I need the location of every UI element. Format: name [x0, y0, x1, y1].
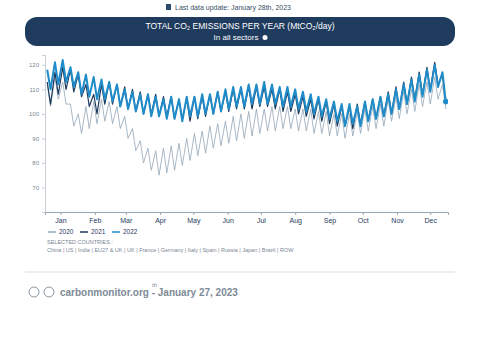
x-tick-label: Feb	[89, 217, 101, 224]
y-tick: 80	[32, 160, 45, 166]
x-tick: Dec	[425, 212, 438, 224]
x-tick-label: Oct	[358, 217, 369, 224]
y-tick: 90	[32, 136, 45, 142]
x-tick-label: Aug	[289, 217, 302, 225]
legend-label: 2022	[123, 228, 138, 235]
y-tick-label: 110	[29, 87, 39, 93]
y-tick-mark	[42, 89, 45, 90]
legend-label: 2021	[91, 228, 106, 235]
x-tick-label: Sep	[324, 217, 337, 225]
x-tick-mark	[228, 212, 229, 215]
y-tick-label: 70	[32, 185, 39, 191]
y-tick-label: 120	[29, 62, 40, 68]
y-tick-mark	[42, 65, 45, 66]
x-tick: Aug	[289, 212, 302, 225]
x-tick-label: May	[187, 217, 201, 225]
x-tick-mark	[61, 212, 62, 215]
x-tick: Feb	[89, 212, 101, 224]
x-tick-label: Jul	[257, 217, 266, 224]
x-tick: Mar	[120, 212, 133, 224]
annotation: SELECTED COUNTRIES :	[47, 239, 113, 245]
x-tick: Jan	[55, 212, 66, 224]
series-line	[47, 60, 446, 126]
x-tick-mark	[261, 212, 262, 215]
x-tick-label: Jan	[55, 217, 66, 224]
legend-swatch	[48, 231, 56, 233]
header: Last data update: January 28th, 2023	[175, 4, 291, 12]
chart: Last data update: January 28th, 2023 TOTA…	[0, 0, 480, 339]
y-tick: 120	[29, 62, 45, 68]
x-tick-mark	[193, 212, 194, 215]
x-tick: Jul	[257, 212, 266, 224]
y-tick-label: 90	[32, 136, 39, 142]
footer: carbonmonitor.org - January 27, 2023	[60, 287, 238, 298]
y-tick-label: 80	[32, 160, 39, 166]
x-tick-mark	[430, 212, 431, 215]
legend-label: 2020	[59, 228, 74, 235]
x-tick: Jun	[223, 212, 234, 224]
x-tick-mark	[295, 212, 296, 215]
footer-rule	[25, 272, 455, 273]
y-tick: 110	[29, 87, 45, 93]
x-axis: Jan Feb Mar Apr May Jun Jul Aug Sep Oct Nov Dec	[46, 212, 449, 225]
y-tick: 100	[29, 111, 45, 117]
license-icon	[44, 287, 54, 297]
x-tick: Nov	[391, 212, 404, 224]
y-tick-mark	[42, 163, 45, 164]
x-tick: Sep	[324, 212, 337, 225]
y-tick: 70	[32, 185, 45, 191]
end-marker	[443, 99, 448, 105]
title: TOTAL CO₂ EMISSIONS PER YEAR (MtCO₂/day)	[145, 21, 334, 31]
x-tick-label: Dec	[425, 217, 438, 224]
subtitle: In all sectors	[214, 33, 259, 42]
x-tick-label: Jun	[223, 217, 234, 224]
calendar-icon	[166, 4, 171, 10]
legend-swatch	[80, 231, 88, 233]
annotation: China | US | India | EU27 & UK | UK | Fr…	[47, 247, 294, 253]
x-tick-mark	[126, 212, 127, 215]
x-tick-mark	[397, 212, 398, 215]
y-tick-mark	[42, 187, 45, 188]
x-tick-label: Apr	[155, 217, 167, 225]
x-tick: May	[187, 212, 201, 225]
x-tick-label: Mar	[120, 217, 133, 224]
y-axis: 70 80 90 100 110 120	[29, 56, 46, 213]
license-icon	[29, 287, 39, 297]
info-icon	[263, 35, 268, 40]
x-tick-mark	[363, 212, 364, 215]
plot-area	[47, 60, 448, 175]
y-tick-mark	[42, 138, 45, 139]
legend: 2020 2021 2022	[48, 228, 138, 235]
y-tick-mark	[42, 114, 45, 115]
footer-superscript: th	[152, 282, 157, 288]
x-tick-mark	[160, 212, 161, 215]
x-axis-line	[46, 213, 449, 216]
x-tick: Apr	[155, 212, 167, 225]
x-tick-mark	[330, 212, 331, 215]
x-tick: Oct	[358, 212, 369, 224]
x-tick-label: Nov	[391, 217, 404, 224]
title-banner	[25, 17, 455, 46]
y-tick-label: 100	[29, 111, 40, 117]
legend-swatch	[112, 231, 120, 233]
y-axis-line	[42, 56, 46, 213]
x-tick-mark	[95, 212, 96, 215]
